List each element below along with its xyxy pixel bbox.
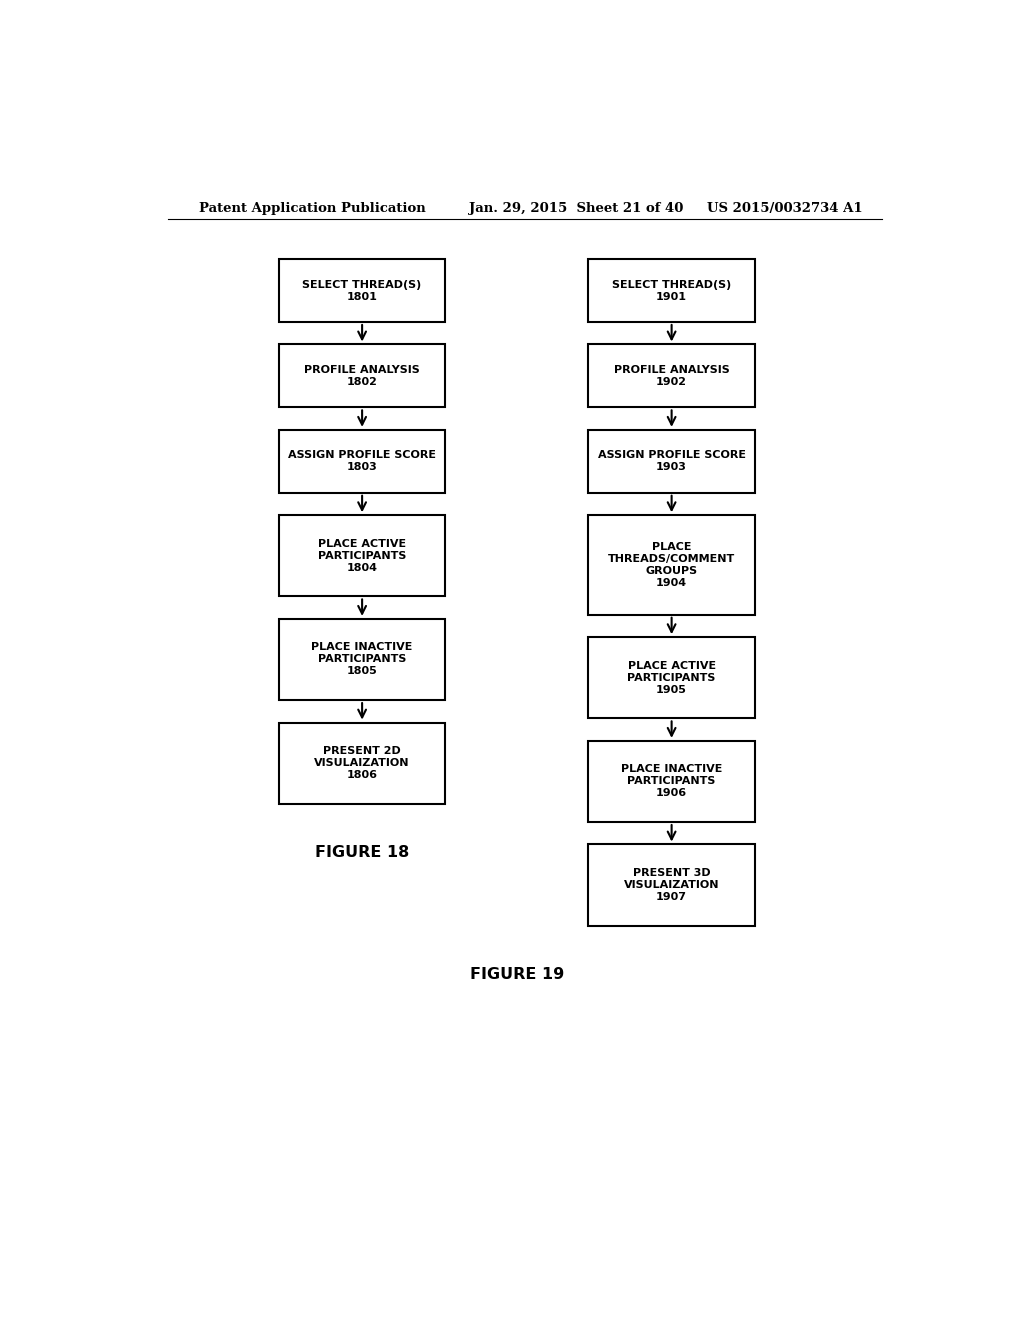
Text: PLACE ACTIVE
PARTICIPANTS
1804: PLACE ACTIVE PARTICIPANTS 1804	[317, 539, 407, 573]
Text: FIGURE 18: FIGURE 18	[315, 845, 410, 861]
Bar	[588, 741, 755, 822]
Bar	[588, 259, 755, 322]
Text: FIGURE 19: FIGURE 19	[470, 968, 564, 982]
Text: SELECT THREAD(S)
1901: SELECT THREAD(S) 1901	[612, 280, 731, 301]
Bar	[279, 722, 445, 804]
Bar	[588, 430, 755, 492]
Bar	[279, 619, 445, 700]
Text: US 2015/0032734 A1: US 2015/0032734 A1	[708, 202, 863, 215]
Text: PLACE ACTIVE
PARTICIPANTS
1905: PLACE ACTIVE PARTICIPANTS 1905	[628, 661, 716, 694]
Text: PLACE
THREADS/COMMENT
GROUPS
1904: PLACE THREADS/COMMENT GROUPS 1904	[608, 543, 735, 587]
Text: SELECT THREAD(S)
1801: SELECT THREAD(S) 1801	[302, 280, 422, 301]
Bar	[279, 515, 445, 597]
Bar	[588, 845, 755, 925]
Bar	[588, 345, 755, 408]
Bar	[279, 259, 445, 322]
Text: Jan. 29, 2015  Sheet 21 of 40: Jan. 29, 2015 Sheet 21 of 40	[469, 202, 684, 215]
Bar	[279, 430, 445, 492]
Text: ASSIGN PROFILE SCORE
1903: ASSIGN PROFILE SCORE 1903	[598, 450, 745, 473]
Text: PROFILE ANALYSIS
1802: PROFILE ANALYSIS 1802	[304, 364, 420, 387]
Text: PRESENT 2D
VISULAIZATION
1806: PRESENT 2D VISULAIZATION 1806	[314, 746, 410, 780]
Bar	[588, 515, 755, 615]
Bar	[279, 345, 445, 408]
Text: PLACE INACTIVE
PARTICIPANTS
1805: PLACE INACTIVE PARTICIPANTS 1805	[311, 643, 413, 676]
Bar	[588, 638, 755, 718]
Text: Patent Application Publication: Patent Application Publication	[200, 202, 426, 215]
Text: PLACE INACTIVE
PARTICIPANTS
1906: PLACE INACTIVE PARTICIPANTS 1906	[621, 764, 722, 799]
Text: PROFILE ANALYSIS
1902: PROFILE ANALYSIS 1902	[613, 364, 729, 387]
Text: PRESENT 3D
VISULAIZATION
1907: PRESENT 3D VISULAIZATION 1907	[624, 869, 720, 902]
Text: ASSIGN PROFILE SCORE
1803: ASSIGN PROFILE SCORE 1803	[288, 450, 436, 473]
